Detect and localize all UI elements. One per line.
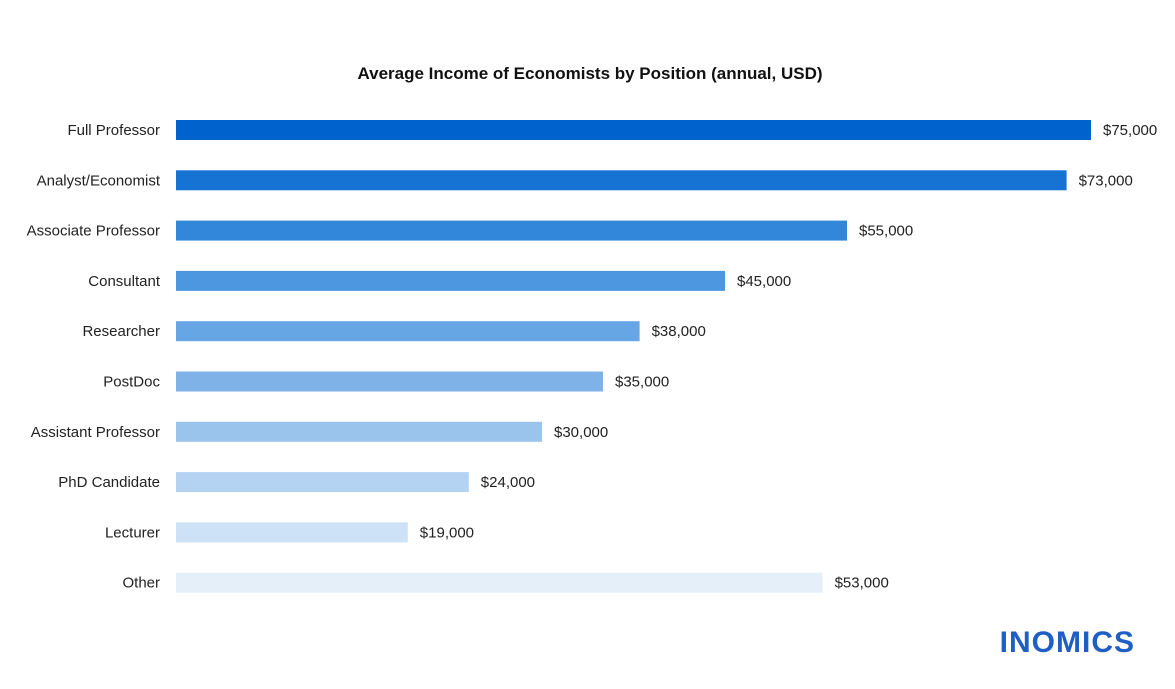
bar-postdoc (176, 371, 603, 392)
category-label: PhD Candidate (58, 474, 160, 491)
value-label: $38,000 (652, 323, 706, 340)
value-label: $75,000 (1103, 122, 1157, 139)
value-label: $30,000 (554, 424, 608, 441)
bar-full-professor (176, 120, 1091, 140)
category-label: Researcher (82, 323, 160, 340)
bar-researcher (176, 321, 640, 342)
value-label: $73,000 (1079, 172, 1133, 189)
bar-lecturer (176, 522, 408, 543)
category-label: Full Professor (67, 122, 160, 139)
value-label: $45,000 (737, 273, 791, 290)
category-label: Associate Professor (27, 223, 160, 240)
value-label: $53,000 (835, 575, 889, 592)
bar-associate-professor (176, 220, 847, 241)
category-label: Assistant Professor (31, 424, 160, 441)
category-label: Analyst/Economist (37, 172, 161, 189)
category-label: Lecturer (105, 524, 160, 541)
bar-analyst-economist (176, 170, 1067, 191)
value-label: $35,000 (615, 374, 669, 391)
bar-phd-candidate (176, 472, 469, 493)
category-label: Consultant (88, 273, 161, 290)
category-label: PostDoc (103, 374, 160, 391)
inomics-logo: INOMICS (999, 626, 1135, 659)
bar-other (176, 572, 823, 593)
chart-title: Average Income of Economists by Position… (357, 64, 823, 83)
bar-consultant (176, 270, 725, 291)
value-label: $55,000 (859, 223, 913, 240)
bar-assistant-professor (176, 421, 542, 442)
category-label: Other (122, 575, 160, 592)
value-label: $19,000 (420, 524, 474, 541)
value-label: $24,000 (481, 474, 535, 491)
